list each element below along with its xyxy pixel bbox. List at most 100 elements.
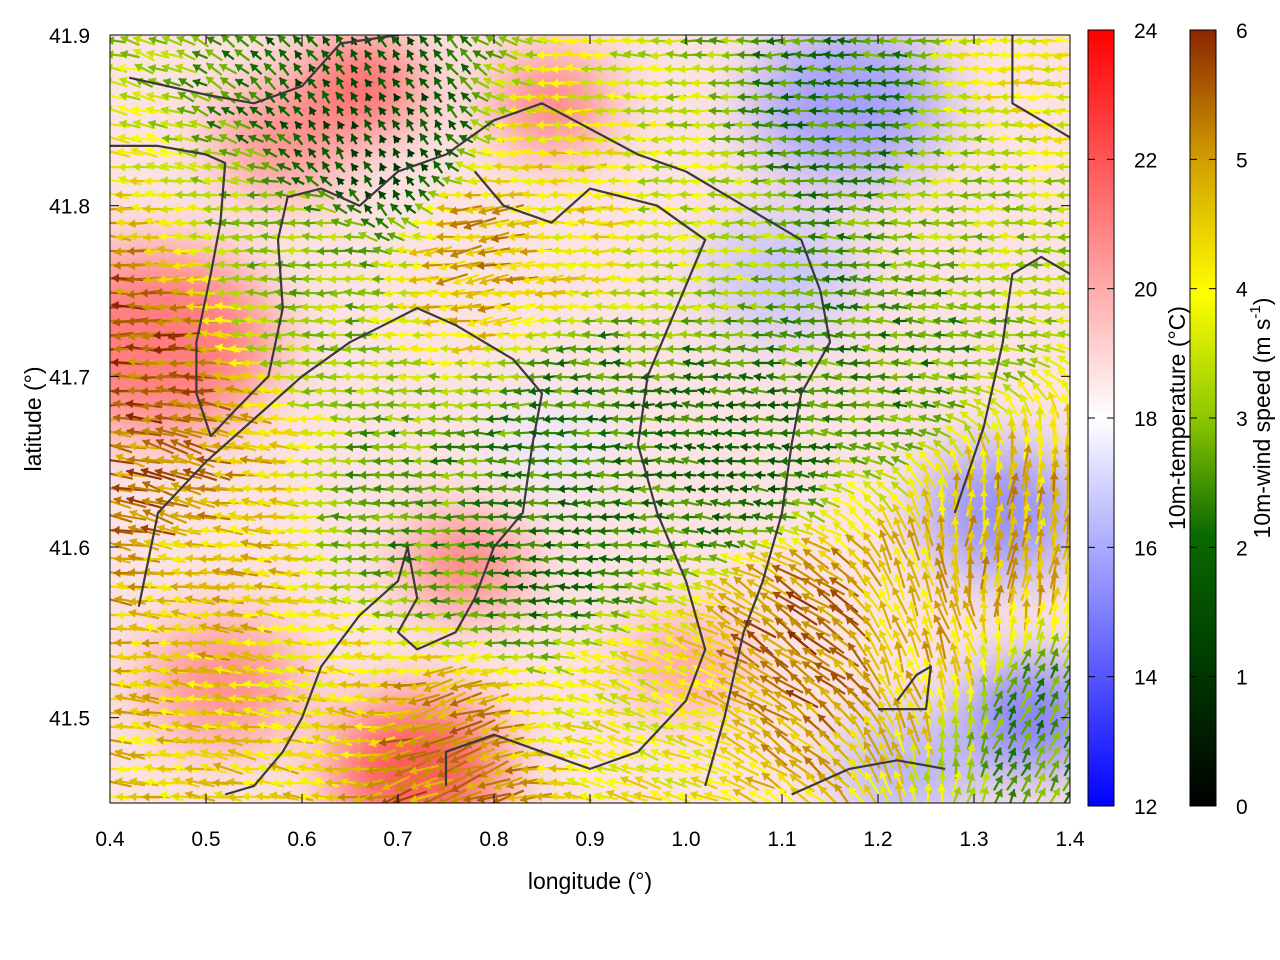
wind-arrow [234, 63, 250, 75]
wind-arrow-head [133, 35, 142, 44]
wind-arrow-head [918, 36, 926, 46]
wind-arrow-head [365, 79, 374, 88]
wind-arrow [175, 63, 197, 74]
wind-arrow-head [445, 63, 454, 72]
wind-arrow-head [510, 49, 519, 59]
wind-arrow [892, 50, 908, 60]
wind-arrow-head [364, 50, 373, 59]
wind-arrow-head [608, 64, 617, 73]
wind-arrow-head [279, 77, 288, 86]
wind-arrow-shaft [110, 39, 126, 44]
wind-arrow [322, 63, 331, 75]
wind-arrow [485, 50, 503, 60]
wind-arrow-head [498, 35, 508, 44]
wind-arrow [836, 50, 852, 60]
wind-arrow-head [806, 64, 815, 74]
wind-arrow [498, 49, 518, 60]
wind-arrow-head [234, 49, 243, 58]
wind-arrow [277, 35, 291, 48]
wind-arrow-head [525, 35, 533, 45]
wind-arrow [192, 63, 208, 75]
temperature-region-9 [705, 212, 859, 336]
wind-arrow [433, 35, 443, 48]
wind-arrow-head [497, 62, 506, 72]
wind-arrow-head [780, 50, 789, 60]
wind-arrow-head [98, 304, 105, 313]
wind-arrow-head [918, 50, 926, 60]
wind-arrow [498, 35, 518, 47]
wind-arrow [837, 36, 851, 46]
wind-arrow-head [419, 64, 428, 73]
wind-arrow-head [943, 37, 952, 47]
wind-arrow-head [306, 35, 315, 44]
wind-arrow-head [848, 64, 856, 74]
wind-arrow-head [117, 63, 125, 73]
wind-arrow [248, 35, 264, 48]
wind-arrow-head [220, 77, 229, 86]
wind-arrow-head [904, 36, 913, 46]
wind-arrow [470, 77, 490, 89]
wind-arrow-head [294, 50, 303, 59]
wind-arrow-head [959, 37, 967, 47]
wind-arrow-head [406, 64, 415, 73]
wind-arrow-head [100, 246, 107, 255]
wind-arrow-head [119, 77, 128, 86]
wind-arrow-head [1028, 36, 1036, 46]
wind-arrow-head [192, 78, 201, 88]
wind-arrow [904, 64, 924, 74]
wind-arrow [110, 36, 126, 46]
wind-arrow-head [806, 36, 815, 46]
wind-arrow [877, 50, 895, 60]
wind-arrow-head [206, 36, 215, 45]
wind-arrow [483, 63, 505, 75]
wind-arrow-head [308, 64, 317, 73]
wind-arrow-head [148, 35, 157, 45]
wind-arrow [263, 75, 277, 91]
wind-arrow-head [192, 50, 201, 59]
wind-arrow [806, 36, 826, 46]
wind-arrow [161, 35, 183, 47]
wind-arrow [305, 48, 319, 62]
wind-arrow-head [98, 346, 105, 355]
wind-arrow [205, 62, 223, 76]
wind-arrow-head [221, 35, 230, 43]
wind-arrow-head [99, 316, 106, 325]
wind-arrow-head [1012, 50, 1021, 60]
wind-arrow-head [178, 78, 188, 87]
wind-arrow [1053, 51, 1070, 61]
wind-arrow-head [525, 77, 534, 87]
wind-arrow-head [904, 64, 912, 74]
wind-arrow [496, 62, 520, 75]
wind-arrow-head [678, 64, 686, 74]
wind-arrow [334, 62, 346, 76]
wind-arrow-head [471, 35, 480, 45]
wind-arrow [406, 36, 416, 46]
wind-arrow-head [222, 50, 231, 59]
wind-arrow [162, 78, 182, 87]
wind-arrow-head [235, 64, 244, 73]
wind-arrow [363, 49, 373, 61]
wind-arrow [564, 49, 592, 60]
wind-arrow-head [999, 36, 1008, 45]
wind-arrow-head [680, 50, 688, 60]
wind-arrow-head [120, 35, 129, 44]
wind-arrow-head [322, 79, 331, 88]
wind-arrow [234, 35, 250, 48]
wind-arrow-head [459, 76, 468, 85]
wind-arrow-head [120, 49, 129, 59]
wind-arrow [218, 63, 238, 75]
temperature-region-8 [753, 35, 946, 181]
wind-arrow [221, 49, 235, 61]
wind-arrow [735, 64, 757, 74]
wind-arrow [110, 50, 127, 60]
wind-arrow-head [1054, 64, 1062, 74]
wind-arrow [377, 76, 387, 90]
wind-arrow-head [932, 64, 940, 74]
wind-arrow-head [350, 78, 359, 87]
wind-arrow-head [892, 50, 901, 60]
wind-arrow [445, 62, 459, 76]
wind-arrow-head [322, 36, 331, 45]
wind-arrow [806, 64, 826, 74]
wind-arrow-head [1055, 35, 1063, 45]
wind-arrow-head [99, 332, 106, 341]
